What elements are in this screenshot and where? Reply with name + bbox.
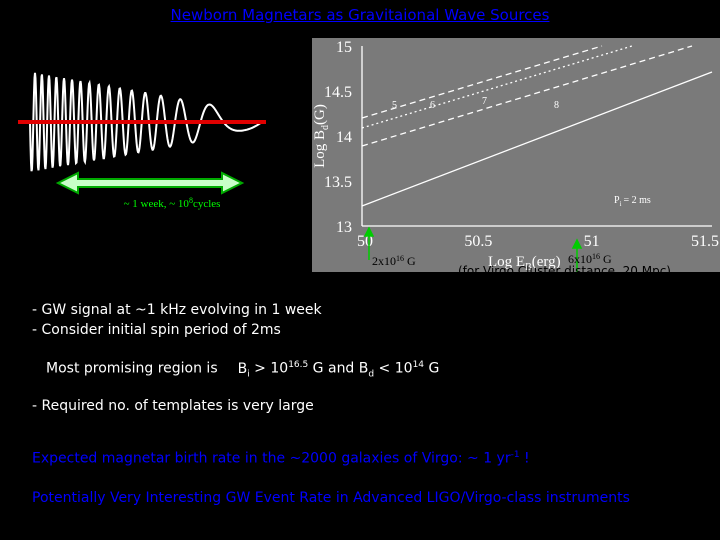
title: Newborn Magnetars as Gravitaional Wave S…	[170, 6, 550, 24]
sub: i	[247, 369, 250, 380]
double-arrow	[55, 171, 245, 195]
sup: 16	[592, 252, 600, 261]
base: 2x10	[372, 254, 396, 268]
curve-5	[361, 45, 603, 119]
bullet: - Consider initial spin period of 2ms	[32, 322, 281, 338]
rel: > 10	[249, 360, 289, 377]
curve-label: 5	[392, 100, 397, 111]
label: ~ 1 week, ~ 10	[124, 198, 190, 210]
p: P	[614, 195, 620, 206]
unit: G	[404, 254, 416, 268]
label-sup: 8	[189, 196, 193, 205]
base: 6x10	[568, 252, 592, 266]
y-tick-label: 14.5	[324, 84, 352, 101]
distance-note: (for Virgo Cluster distance, 20 Mpc)	[458, 264, 671, 278]
x-unit: (erg)	[532, 254, 561, 270]
y-tick-label: 13.5	[324, 174, 352, 191]
arrowhead	[363, 226, 375, 237]
y-sub: d	[320, 125, 331, 130]
bullet: - Required no. of templates is very larg…	[32, 398, 314, 414]
unit: G	[600, 252, 612, 266]
figure-background	[312, 38, 720, 272]
y-unit: (G)	[312, 104, 328, 125]
arrowhead	[571, 238, 583, 249]
rate-sup: -1	[510, 450, 520, 460]
bullet: - GW signal at ~1 kHz evolving in 1 week	[32, 302, 322, 318]
y-tick-label: 13	[336, 219, 352, 236]
rate-tail: !	[519, 450, 530, 467]
sub: d	[368, 369, 375, 380]
sup: 16	[396, 254, 404, 263]
label-tail: cycles	[193, 198, 220, 210]
region-line: Most promising region is Bi > 1016.5 G an…	[46, 360, 439, 379]
rate: Expected magnetar birth rate in the ~200…	[32, 450, 530, 467]
lead: Most promising region is	[46, 360, 218, 377]
conclusion: Potentially Very Interesting GW Event Ra…	[32, 490, 630, 506]
y-tick-label: 14	[336, 129, 352, 146]
x-axis-label: Log EB(erg)	[488, 254, 561, 272]
curve-7	[361, 45, 693, 147]
x-label: Log E	[488, 254, 525, 270]
mid: G and B	[308, 360, 369, 377]
y-label: Log B	[312, 130, 328, 168]
sup: 16.5	[288, 360, 309, 370]
tail: G	[424, 360, 440, 377]
curve-label: 6	[430, 100, 435, 111]
y-axis-label: Log Bd(G)	[312, 104, 331, 168]
curve-label: 8	[554, 100, 559, 111]
rate-text: Expected magnetar birth rate in the ~200…	[32, 450, 511, 467]
p-sub: i	[620, 200, 622, 208]
x-tick-label: 51	[584, 233, 600, 250]
p-value: = 2 ms	[624, 195, 651, 206]
illustration-label: ~ 1 week, ~ 108cycles	[124, 196, 221, 210]
curve-label: 7	[482, 96, 487, 107]
curve-8	[361, 71, 713, 207]
waveform-illustration: ~ 1 week, ~ 108cycles	[18, 72, 266, 210]
annotation-right: 6x1016 G	[568, 252, 612, 266]
curve-6	[361, 45, 633, 129]
period-label: Pi = 2 ms	[614, 195, 651, 208]
b: B	[237, 360, 248, 377]
x-tick-label: 51.5	[691, 233, 719, 250]
annotation-left: 2x1016 G	[372, 254, 416, 268]
y-tick-label: 15	[336, 39, 352, 56]
sup: 14	[412, 360, 425, 370]
x-sub: B	[525, 262, 532, 272]
rel: < 10	[374, 360, 413, 377]
x-tick-label: 50.5	[464, 233, 492, 250]
